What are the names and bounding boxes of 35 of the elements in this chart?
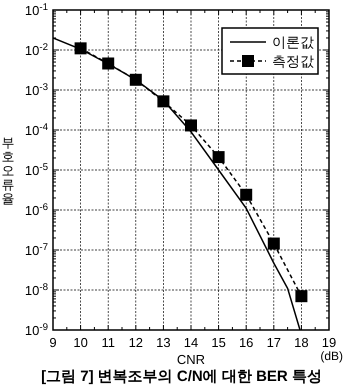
x-tick-label: 10 [73,335,88,350]
point [212,151,225,164]
x-axis-title: CNR [176,352,206,367]
x-tick-label: 9 [49,335,57,350]
y-tick-label: 10$^{-3}$ [24,82,48,98]
point [268,238,280,250]
y-tick-label: 10$^{-4}$ [24,122,49,138]
point [74,42,87,54]
y-tick-label: 10$^{-9}$ [24,322,48,338]
y-axis-title: 부호오류율 [2,135,14,206]
y-tick-label: 10$^{-6}$ [24,202,48,218]
x-tick-label: 12 [128,335,144,350]
x-tick-label: 11 [101,335,115,350]
point [157,95,170,108]
point [185,119,197,132]
x-tick-label: 13 [156,335,171,350]
x-tick-label: 15 [211,335,226,350]
x-tick-label: 17 [266,335,282,350]
y-tick-label: 10$^{-7}$ [24,242,48,258]
point [102,57,114,70]
point [240,188,252,201]
text: (dB) [320,349,343,363]
x-tick-label: 16 [238,335,254,350]
x-tick-label: 18 [294,335,309,350]
y-tick-label: 10$^{-1}$ [24,2,48,18]
point [295,290,308,302]
point [130,74,142,86]
x-tick-label: 19 [322,335,336,350]
y-tick-label: 10$^{-8}$ [24,282,48,298]
x-tick-label: 14 [184,335,198,350]
y-tick-label: 10$^{-2}$ [24,42,48,58]
text: [그림 7] 변복조부의 C/N에 대한 BER 특성 [41,368,322,385]
legend-label: 측정값 [272,53,314,69]
y-tick-label: 10$^{-5}$ [24,162,49,178]
legend-label: 이론값 [272,34,314,50]
